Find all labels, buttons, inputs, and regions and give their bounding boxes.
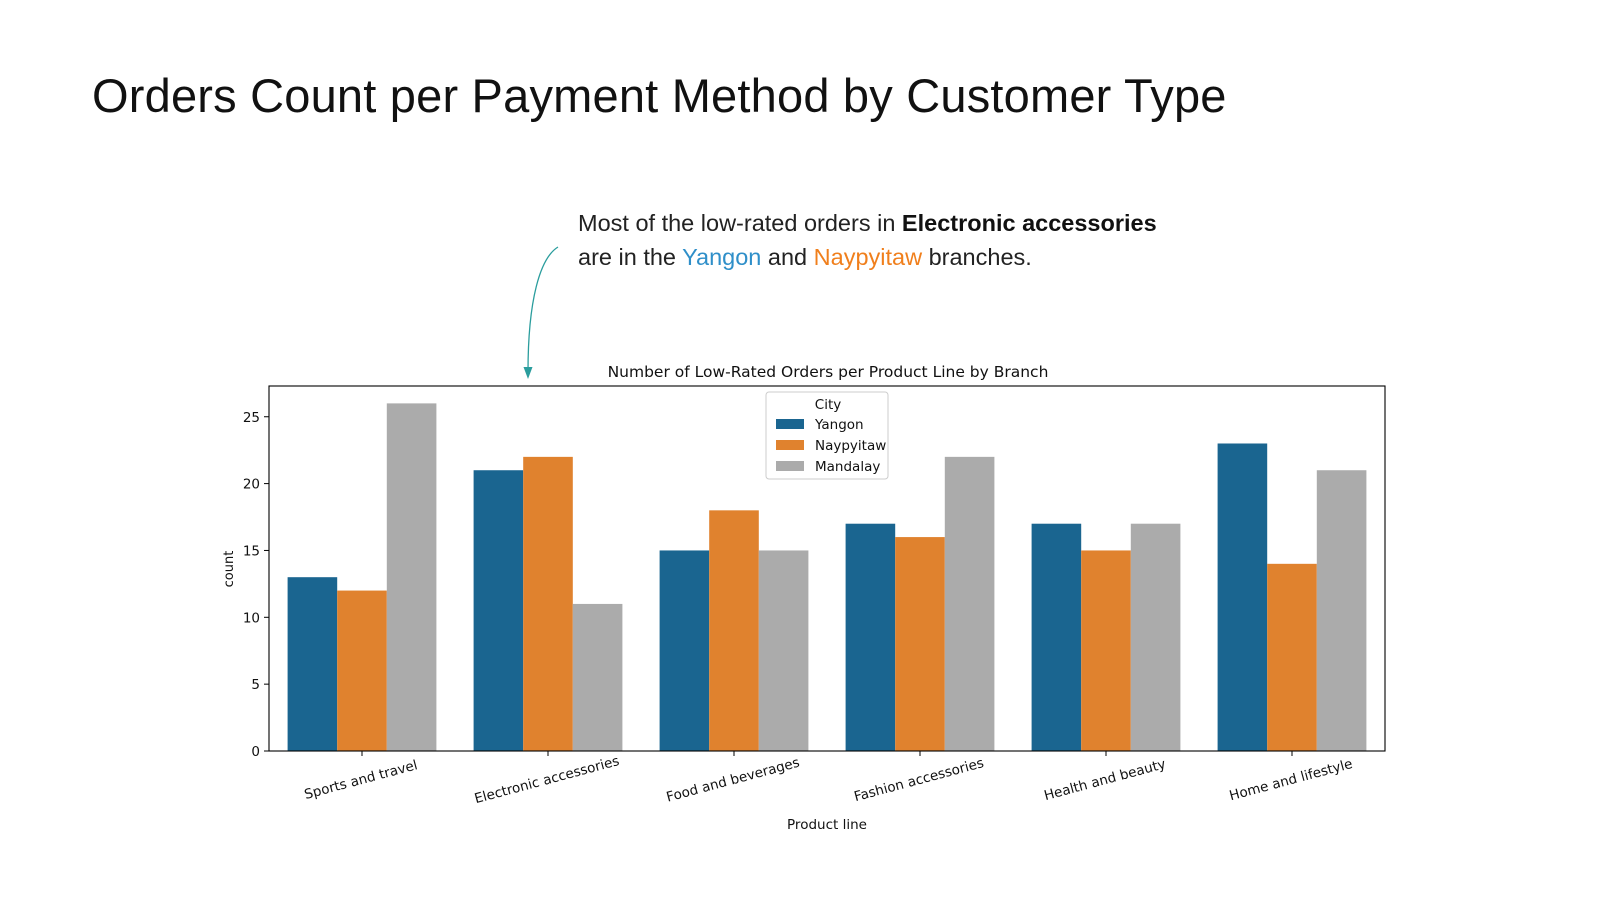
bar-mandalay-home-and-lifestyle — [1316, 470, 1367, 751]
bar-mandalay-food-and-beverages — [758, 550, 809, 751]
annotation-line1-prefix: Most of the low-rated orders in — [578, 210, 902, 236]
x-tick-label: Home and lifestyle — [1228, 756, 1355, 804]
annotation-line2-suffix: branches. — [922, 244, 1032, 270]
bar-yangon-home-and-lifestyle — [1217, 443, 1268, 751]
legend-swatch-mandalay — [776, 461, 804, 471]
y-tick-label: 0 — [251, 744, 260, 760]
legend-swatch-yangon — [776, 419, 804, 429]
plot-frame — [268, 385, 1386, 752]
bar-naypyitaw-electronic-accessories — [523, 456, 573, 751]
x-tick-label: Sports and travel — [303, 757, 420, 803]
slide-title: Orders Count per Payment Method by Custo… — [92, 69, 1227, 122]
bar-naypyitaw-fashion-accessories — [895, 537, 945, 751]
bar-mandalay-sports-and-travel — [386, 403, 437, 751]
annotation-emphasis: Electronic accessories — [901, 210, 1157, 236]
annotation-arrow-head-icon — [523, 367, 533, 379]
bar-naypyitaw-sports-and-travel — [337, 590, 387, 751]
x-tick-label: Fashion accessories — [852, 755, 985, 805]
x-tick-label: Food and beverages — [665, 755, 802, 806]
y-tick-label: 10 — [243, 610, 260, 626]
annotation-text: Most of the low-rated orders in Electron… — [578, 206, 1157, 274]
legend-label-mandalay: Mandalay — [815, 459, 880, 475]
x-tick-label: Electronic accessories — [473, 753, 621, 807]
bar-naypyitaw-health-and-beauty — [1081, 550, 1131, 751]
legend-label-naypyitaw: Naypyitaw — [815, 438, 886, 454]
y-tick-label: 5 — [251, 677, 260, 693]
annotation-arrow — [527, 246, 559, 373]
bar-yangon-health-and-beauty — [1031, 523, 1082, 751]
legend: City Yangon Naypyitaw Mandalay — [765, 391, 889, 480]
bar-yangon-fashion-accessories — [845, 523, 896, 751]
x-axis-label: Product line — [787, 817, 867, 833]
bar-mandalay-electronic-accessories — [572, 603, 623, 751]
bar-yangon-food-and-beverages — [659, 550, 710, 751]
bar-yangon-electronic-accessories — [473, 470, 524, 751]
legend-swatch-naypyitaw — [776, 440, 804, 450]
annotation-line2-prefix: are in the — [578, 244, 683, 270]
annotation-line-2: are in the Yangon and Naypyitaw branches… — [578, 240, 1157, 274]
annotation-line2-mid: and — [761, 244, 814, 270]
bars-layer — [287, 403, 1367, 751]
annotation-city-yangon: Yangon — [682, 244, 762, 270]
legend-title: City — [815, 397, 841, 413]
bar-yangon-sports-and-travel — [287, 577, 338, 751]
y-axis: 0 5 10 15 20 25 — [243, 410, 269, 760]
legend-box — [765, 391, 889, 480]
x-tick-label: Health and beauty — [1042, 756, 1167, 804]
legend-label-yangon: Yangon — [814, 417, 864, 433]
y-tick-label: 20 — [243, 477, 260, 493]
bar-mandalay-health-and-beauty — [1130, 523, 1181, 751]
y-tick-label: 25 — [243, 410, 260, 426]
annotation-line-1: Most of the low-rated orders in Electron… — [578, 206, 1157, 240]
x-axis: Sports and travel Electronic accessories F… — [303, 751, 1355, 807]
chart-title: Number of Low-Rated Orders per Product L… — [608, 363, 1049, 381]
y-axis-label: count — [222, 551, 237, 588]
bar-mandalay-fashion-accessories — [944, 456, 995, 751]
y-tick-label: 15 — [243, 543, 260, 559]
annotation-city-naypyitaw: Naypyitaw — [813, 244, 923, 270]
bar-naypyitaw-food-and-beverages — [709, 510, 759, 751]
bar-naypyitaw-home-and-lifestyle — [1267, 563, 1317, 751]
